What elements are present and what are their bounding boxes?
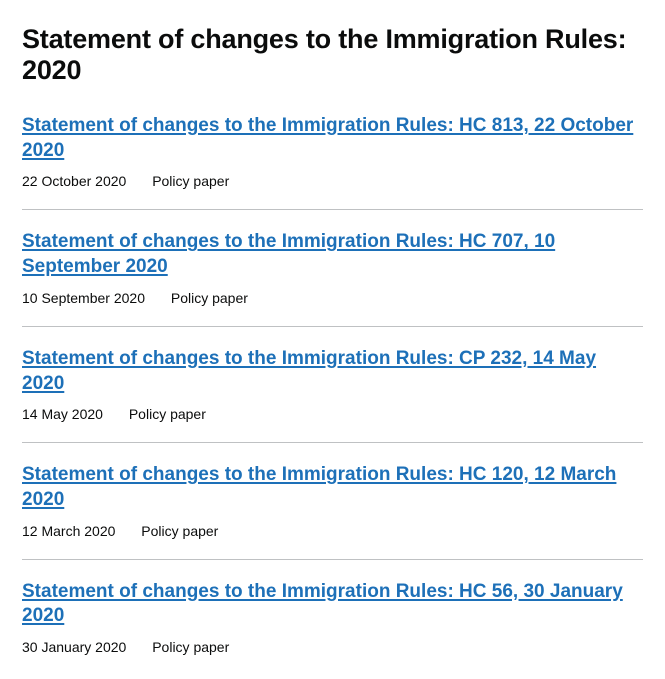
document-link[interactable]: Statement of changes to the Immigration … <box>22 231 555 277</box>
document-type: Policy paper <box>152 639 229 655</box>
list-item: Statement of changes to the Immigration … <box>22 463 643 559</box>
document-date: 12 March 2020 <box>22 523 115 539</box>
document-date: 10 September 2020 <box>22 290 145 306</box>
page-title: Statement of changes to the Immigration … <box>22 24 643 86</box>
document-meta: 14 May 2020 Policy paper <box>22 406 643 422</box>
document-type: Policy paper <box>141 523 218 539</box>
document-date: 14 May 2020 <box>22 406 103 422</box>
document-list: Statement of changes to the Immigration … <box>22 114 643 655</box>
document-link[interactable]: Statement of changes to the Immigration … <box>22 115 633 161</box>
document-meta: 30 January 2020 Policy paper <box>22 639 643 655</box>
document-type: Policy paper <box>171 290 248 306</box>
document-type: Policy paper <box>129 406 206 422</box>
document-date: 22 October 2020 <box>22 173 126 189</box>
document-meta: 12 March 2020 Policy paper <box>22 523 643 539</box>
document-type: Policy paper <box>152 173 229 189</box>
document-meta: 22 October 2020 Policy paper <box>22 173 643 189</box>
document-meta: 10 September 2020 Policy paper <box>22 290 643 306</box>
list-item: Statement of changes to the Immigration … <box>22 347 643 443</box>
document-link[interactable]: Statement of changes to the Immigration … <box>22 348 596 394</box>
list-item: Statement of changes to the Immigration … <box>22 580 643 655</box>
document-date: 30 January 2020 <box>22 639 126 655</box>
list-item: Statement of changes to the Immigration … <box>22 114 643 210</box>
document-link[interactable]: Statement of changes to the Immigration … <box>22 581 623 627</box>
list-item: Statement of changes to the Immigration … <box>22 230 643 326</box>
document-link[interactable]: Statement of changes to the Immigration … <box>22 464 616 510</box>
